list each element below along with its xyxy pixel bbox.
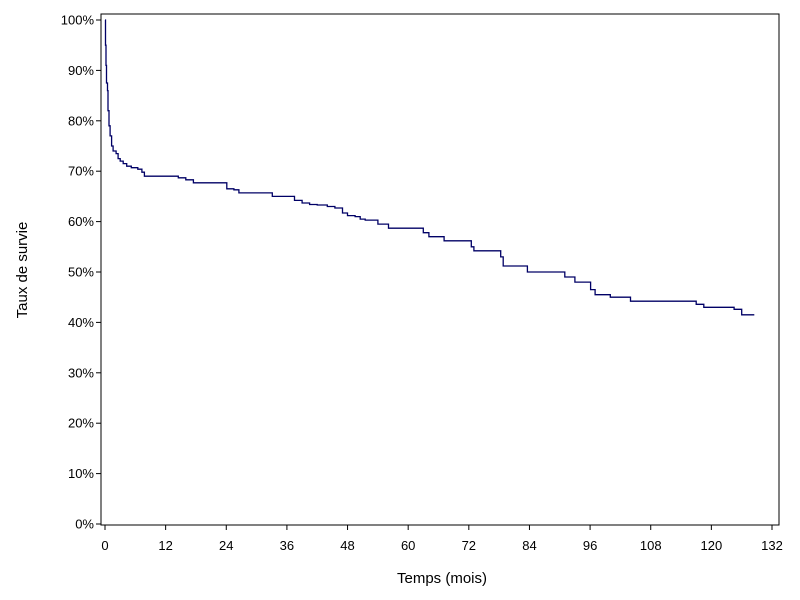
y-tick-label: 20% <box>68 416 94 431</box>
y-tick-label: 10% <box>68 466 94 481</box>
x-tick-label: 24 <box>219 538 233 553</box>
x-tick-label: 48 <box>340 538 354 553</box>
y-tick-label: 80% <box>68 113 94 128</box>
x-tick-label: 12 <box>158 538 172 553</box>
y-tick-label: 60% <box>68 214 94 229</box>
y-tick-label: 50% <box>68 265 94 280</box>
x-tick-label: 96 <box>583 538 597 553</box>
y-axis-title: Taux de survie <box>14 222 31 319</box>
y-tick-label: 100% <box>61 13 95 28</box>
y-tick-label: 40% <box>68 315 94 330</box>
survival-curve <box>104 19 755 316</box>
axis-ticks: 0% 10% 20% 30% 40% 50% 60% 70% 80% 90% 100% 0 12 24 36… <box>61 13 783 554</box>
y-tick-label: 70% <box>68 164 94 179</box>
x-tick-label: 108 <box>640 538 662 553</box>
y-tick-label: 90% <box>68 63 94 78</box>
y-tick-label: 30% <box>68 365 94 380</box>
x-tick-label: 120 <box>701 538 723 553</box>
plot-frame <box>100 13 780 526</box>
x-tick-label: 36 <box>280 538 294 553</box>
x-tick-label: 72 <box>462 538 476 553</box>
x-tick-label: 132 <box>761 538 783 553</box>
y-tick-label: 0% <box>75 517 94 532</box>
x-tick-label: 0 <box>101 538 108 553</box>
x-tick-label: 60 <box>401 538 415 553</box>
x-tick-label: 84 <box>522 538 536 553</box>
x-axis-title: Temps (mois) <box>397 570 487 587</box>
